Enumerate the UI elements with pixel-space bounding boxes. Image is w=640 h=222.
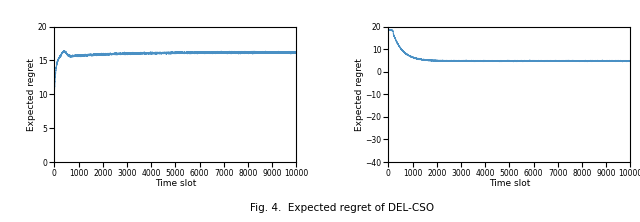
Y-axis label: Expected regret: Expected regret	[28, 58, 36, 131]
X-axis label: Time slot: Time slot	[155, 179, 196, 188]
X-axis label: Time slot: Time slot	[489, 179, 530, 188]
Text: Fig. 4.  Expected regret of DEL-CSO: Fig. 4. Expected regret of DEL-CSO	[250, 203, 435, 213]
Y-axis label: Expected regret: Expected regret	[355, 58, 364, 131]
